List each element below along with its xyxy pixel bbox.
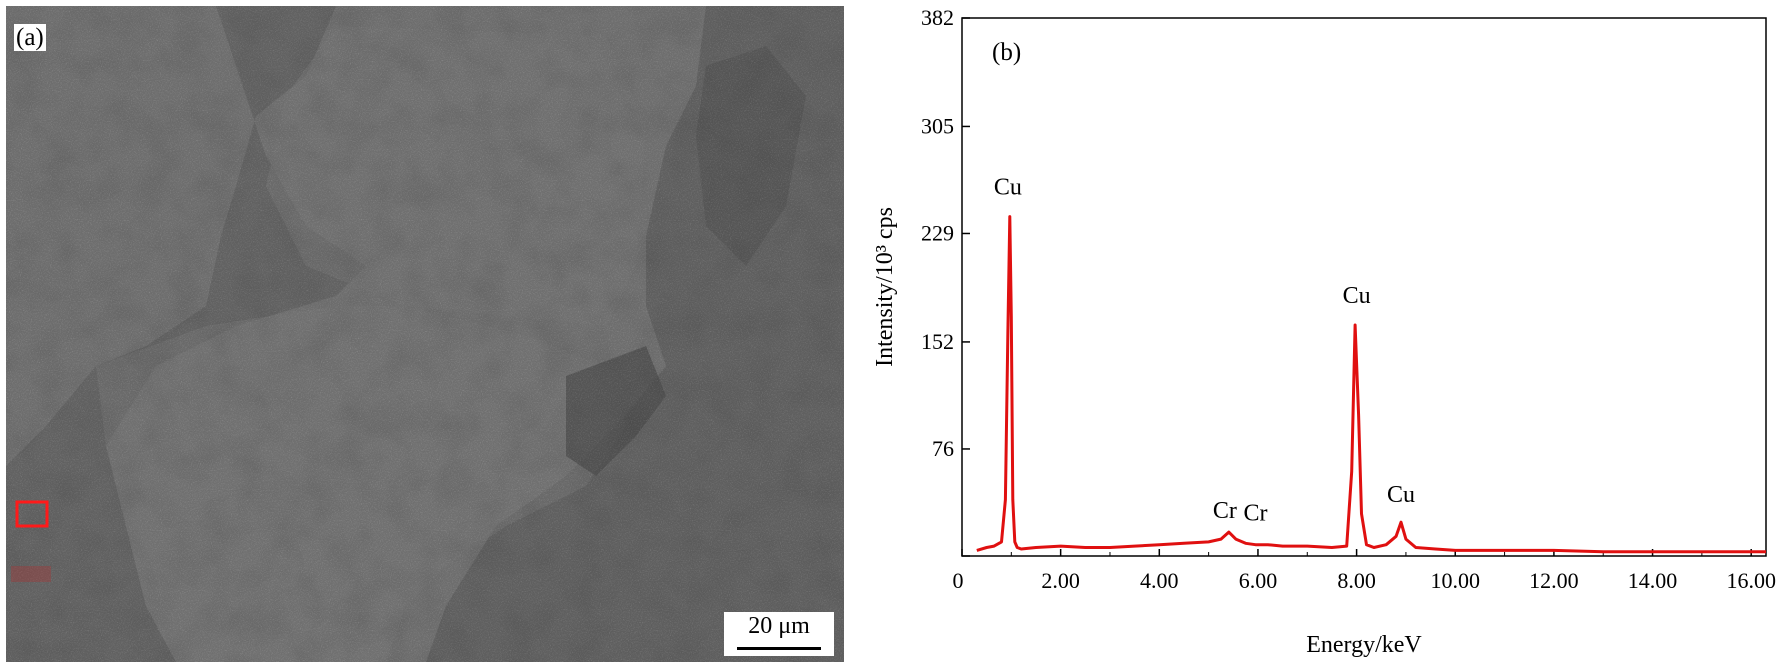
sem-image-panel: (a) 20 μm <box>6 6 844 662</box>
y-axis-label: Intensity/10³ cps <box>872 207 898 367</box>
peak-label: Cr <box>1213 498 1237 524</box>
y-tick-label: 305 <box>921 113 954 138</box>
y-tick-label: 152 <box>921 329 954 354</box>
x-tick-label: 16.00 <box>1726 568 1776 593</box>
y-tick-label: 382 <box>921 5 954 30</box>
peak-label: Cr <box>1243 501 1267 527</box>
scale-bar: 20 μm <box>724 612 834 656</box>
scale-bar-line <box>737 647 821 650</box>
eds-spectrum-panel: 76 152 229 305 382 0 2.00 4.00 6.00 8.00 10.00 12.0… <box>850 0 1785 667</box>
selection-marker <box>15 500 49 528</box>
plot-frame <box>961 17 1767 557</box>
x-tick-label: 14.00 <box>1628 568 1678 593</box>
scale-bar-label: 20 μm <box>748 613 810 639</box>
peak-label: Cu <box>994 175 1022 201</box>
peak-label: Cu <box>1387 482 1415 508</box>
sem-micrograph <box>6 6 844 662</box>
y-tick-label: 76 <box>932 436 954 461</box>
x-tick-label: 12.00 <box>1529 568 1579 593</box>
x-tick-label: 4.00 <box>1140 568 1179 593</box>
x-tick-label: 0 <box>953 568 964 593</box>
x-tick-label: 8.00 <box>1337 568 1376 593</box>
x-axis-label: Energy/keV <box>1306 632 1422 658</box>
eds-spectrum-chart: 76 152 229 305 382 0 2.00 4.00 6.00 8.00 10.00 12.0… <box>872 5 1776 658</box>
x-tick-label: 10.00 <box>1431 568 1481 593</box>
x-tick-label: 2.00 <box>1041 568 1080 593</box>
panel-a-label: (a) <box>14 24 46 51</box>
x-tick-label: 6.00 <box>1239 568 1278 593</box>
spectrum-line <box>976 215 1766 554</box>
peak-label: Cu <box>1343 283 1371 309</box>
y-tick-label: 229 <box>921 220 954 245</box>
panel-b-label: (b) <box>992 39 1022 66</box>
marker-label-smudge <box>11 566 51 582</box>
